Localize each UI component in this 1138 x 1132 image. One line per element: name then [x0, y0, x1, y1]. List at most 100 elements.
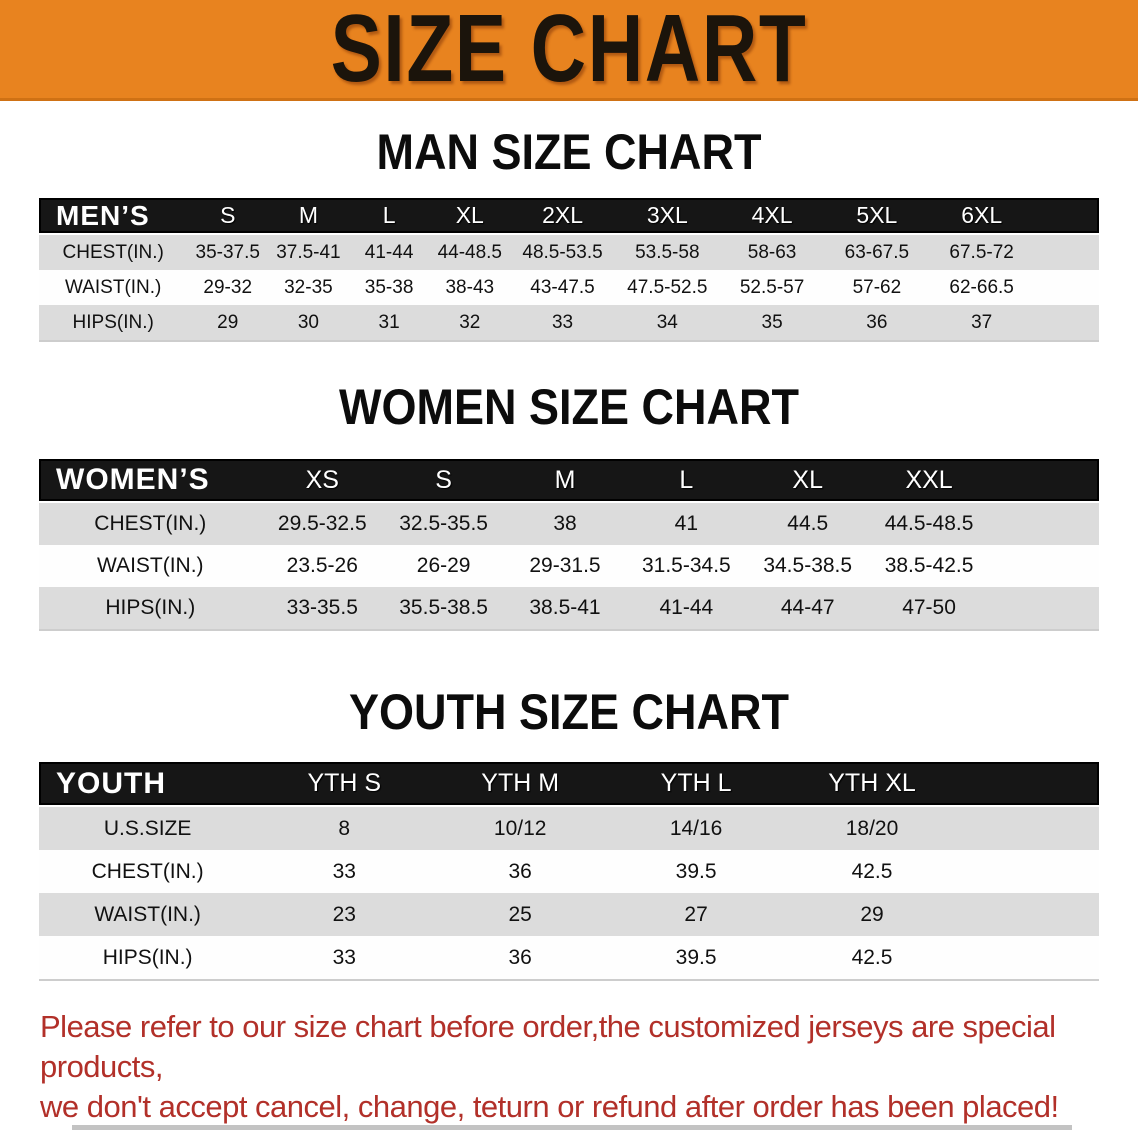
- column-header: 4XL: [751, 202, 793, 228]
- cell-value: 30: [297, 311, 319, 333]
- youth-size-table: YOUTH YTH S YTH M YTH L YTH XL U.S.SIZE 8 10/12…: [39, 762, 1099, 981]
- cell-value: 32-35: [284, 276, 333, 298]
- notice-line-1: Please refer to our size chart before or…: [40, 1009, 1056, 1084]
- womens-size-table: WOMEN’S XS S M L XL XXL CHEST(IN.) 29.5-32.5 32.5…: [39, 459, 1099, 631]
- cell-value: 39.5: [675, 859, 717, 883]
- table-row: CHEST(IN.) 35-37.5 37.5-41 41-44 44-48.5 48.5…: [39, 235, 1099, 270]
- cell-value: 35: [761, 311, 783, 333]
- cell-value: 36: [508, 859, 532, 883]
- mens-section-title: MAN SIZE CHART: [376, 124, 762, 180]
- table-row: WAIST(IN.) 29-32 32-35 35-38 38-43 43-47.5 47.…: [39, 270, 1099, 305]
- row-label: CHEST(IN.): [62, 241, 164, 263]
- table-row: WAIST(IN.) 23.5-26 26-29 29-31.5 31.5-34.5 34…: [39, 545, 1099, 587]
- table-header-row: WOMEN’S XS S M L XL XXL: [39, 459, 1099, 501]
- row-label: HIPS(IN.): [72, 311, 154, 333]
- cell-value: 31.5-34.5: [641, 554, 731, 577]
- column-header: XL: [792, 465, 823, 494]
- table-row: HIPS(IN.) 33-35.5 35.5-38.5 38.5-41 41-44 44-…: [39, 587, 1099, 629]
- cell-value: 29-32: [203, 276, 253, 298]
- table-row: WAIST(IN.) 23 25 27 29: [39, 893, 1099, 936]
- cell-value: 23: [332, 902, 356, 926]
- cell-value: 36: [866, 311, 888, 333]
- table-row: HIPS(IN.) 33 36 39.5 42.5: [39, 936, 1099, 979]
- cell-value: 25: [508, 902, 532, 926]
- cell-value: 42.5: [851, 945, 893, 969]
- cell-value: 35.5-38.5: [399, 596, 488, 619]
- row-label: WAIST(IN.): [64, 276, 162, 298]
- cell-value: 35-37.5: [195, 241, 260, 263]
- cell-value: 38.5-41: [529, 596, 601, 619]
- table-header-row: YOUTH YTH S YTH M YTH L YTH XL: [39, 762, 1099, 805]
- cell-value: 35-38: [364, 276, 414, 298]
- cell-value: 57-62: [852, 276, 902, 298]
- row-label: WAIST(IN.): [97, 554, 204, 577]
- mens-section: MAN SIZE CHART MEN’S S M L XL 2XL 3XL 4XL 5XL 6XL…: [0, 125, 1138, 342]
- cell-value: 43-47.5: [530, 276, 595, 298]
- notice-line-2: we don't accept cancel, change, teturn o…: [40, 1089, 1059, 1124]
- cell-value: 33: [551, 311, 574, 333]
- table-row: CHEST(IN.) 29.5-32.5 32.5-35.5 38 41 44.5 44.5…: [39, 503, 1099, 545]
- cell-value: 8: [338, 816, 351, 840]
- cell-value: 33-35.5: [286, 596, 358, 619]
- cell-value: 41-44: [364, 241, 414, 263]
- cell-value: 44.5-48.5: [884, 512, 974, 535]
- column-header: XS: [305, 465, 339, 494]
- table-row: U.S.SIZE 8 10/12 14/16 18/20: [39, 807, 1099, 850]
- row-label: HIPS(IN.): [105, 596, 196, 619]
- cell-value: 36: [508, 945, 532, 969]
- womens-section: WOMEN SIZE CHART WOMEN’S XS S M L XL XXL CHEST(…: [0, 380, 1138, 631]
- column-header: XL: [455, 202, 484, 228]
- table-header-label: MEN’S: [56, 199, 150, 231]
- cell-value: 18/20: [845, 816, 899, 840]
- cell-value: 27: [684, 902, 708, 926]
- cell-value: 37.5-41: [276, 241, 341, 263]
- column-header: 3XL: [646, 202, 688, 228]
- cell-value: 38-43: [445, 276, 495, 298]
- cell-value: 52.5-57: [739, 276, 805, 298]
- row-label: U.S.SIZE: [103, 816, 192, 840]
- column-header: S: [435, 465, 452, 494]
- cell-value: 31: [378, 311, 400, 333]
- table-header-label: WOMEN’S: [56, 463, 210, 496]
- cell-value: 67.5-72: [949, 241, 1014, 263]
- cell-value: 33: [332, 859, 356, 883]
- table-header-row: MEN’S S M L XL 2XL 3XL 4XL 5XL 6XL: [39, 198, 1099, 233]
- cell-value: 23.5-26: [286, 554, 358, 577]
- column-header: 5XL: [856, 202, 898, 228]
- column-header: YTH S: [307, 769, 382, 797]
- page-title: SIZE CHART: [330, 0, 808, 102]
- cell-value: 47.5-52.5: [627, 276, 708, 298]
- cell-value: 32: [459, 311, 481, 333]
- table-header-label: YOUTH: [56, 766, 166, 800]
- column-header: YTH M: [481, 769, 560, 797]
- column-header: 6XL: [961, 202, 1003, 228]
- cell-value: 14/16: [669, 816, 723, 840]
- cell-value: 44-48.5: [437, 241, 503, 263]
- row-label: CHEST(IN.): [91, 859, 204, 883]
- column-header: YTH L: [660, 769, 732, 797]
- cell-value: 29.5-32.5: [277, 512, 367, 535]
- column-header: 2XL: [542, 202, 583, 228]
- womens-section-title: WOMEN SIZE CHART: [339, 379, 799, 435]
- column-header: XXL: [905, 465, 953, 494]
- cell-value: 32.5-35.5: [399, 512, 488, 535]
- order-notice: Please refer to our size chart before or…: [40, 1007, 1138, 1127]
- cell-value: 62-66.5: [949, 276, 1014, 298]
- cell-value: 38: [553, 512, 577, 535]
- row-label: HIPS(IN.): [102, 945, 193, 969]
- cell-value: 47-50: [902, 596, 956, 619]
- mens-size-table: MEN’S S M L XL 2XL 3XL 4XL 5XL 6XL CHEST(IN.) 35-37…: [39, 198, 1099, 342]
- cell-value: 34.5-38.5: [763, 554, 853, 577]
- column-header: S: [220, 202, 236, 228]
- cell-value: 26-29: [416, 554, 471, 577]
- cell-value: 29-31.5: [529, 554, 601, 577]
- row-label: WAIST(IN.): [94, 902, 201, 926]
- cell-value: 41-44: [659, 596, 714, 619]
- cell-value: 63-67.5: [844, 241, 910, 263]
- cell-value: 53.5-58: [635, 241, 700, 263]
- row-label: CHEST(IN.): [94, 512, 207, 535]
- youth-section: YOUTH SIZE CHART YOUTH YTH S YTH M YTH L YTH…: [0, 685, 1138, 981]
- cell-value: 37: [971, 311, 993, 333]
- cell-value: 41: [674, 512, 699, 535]
